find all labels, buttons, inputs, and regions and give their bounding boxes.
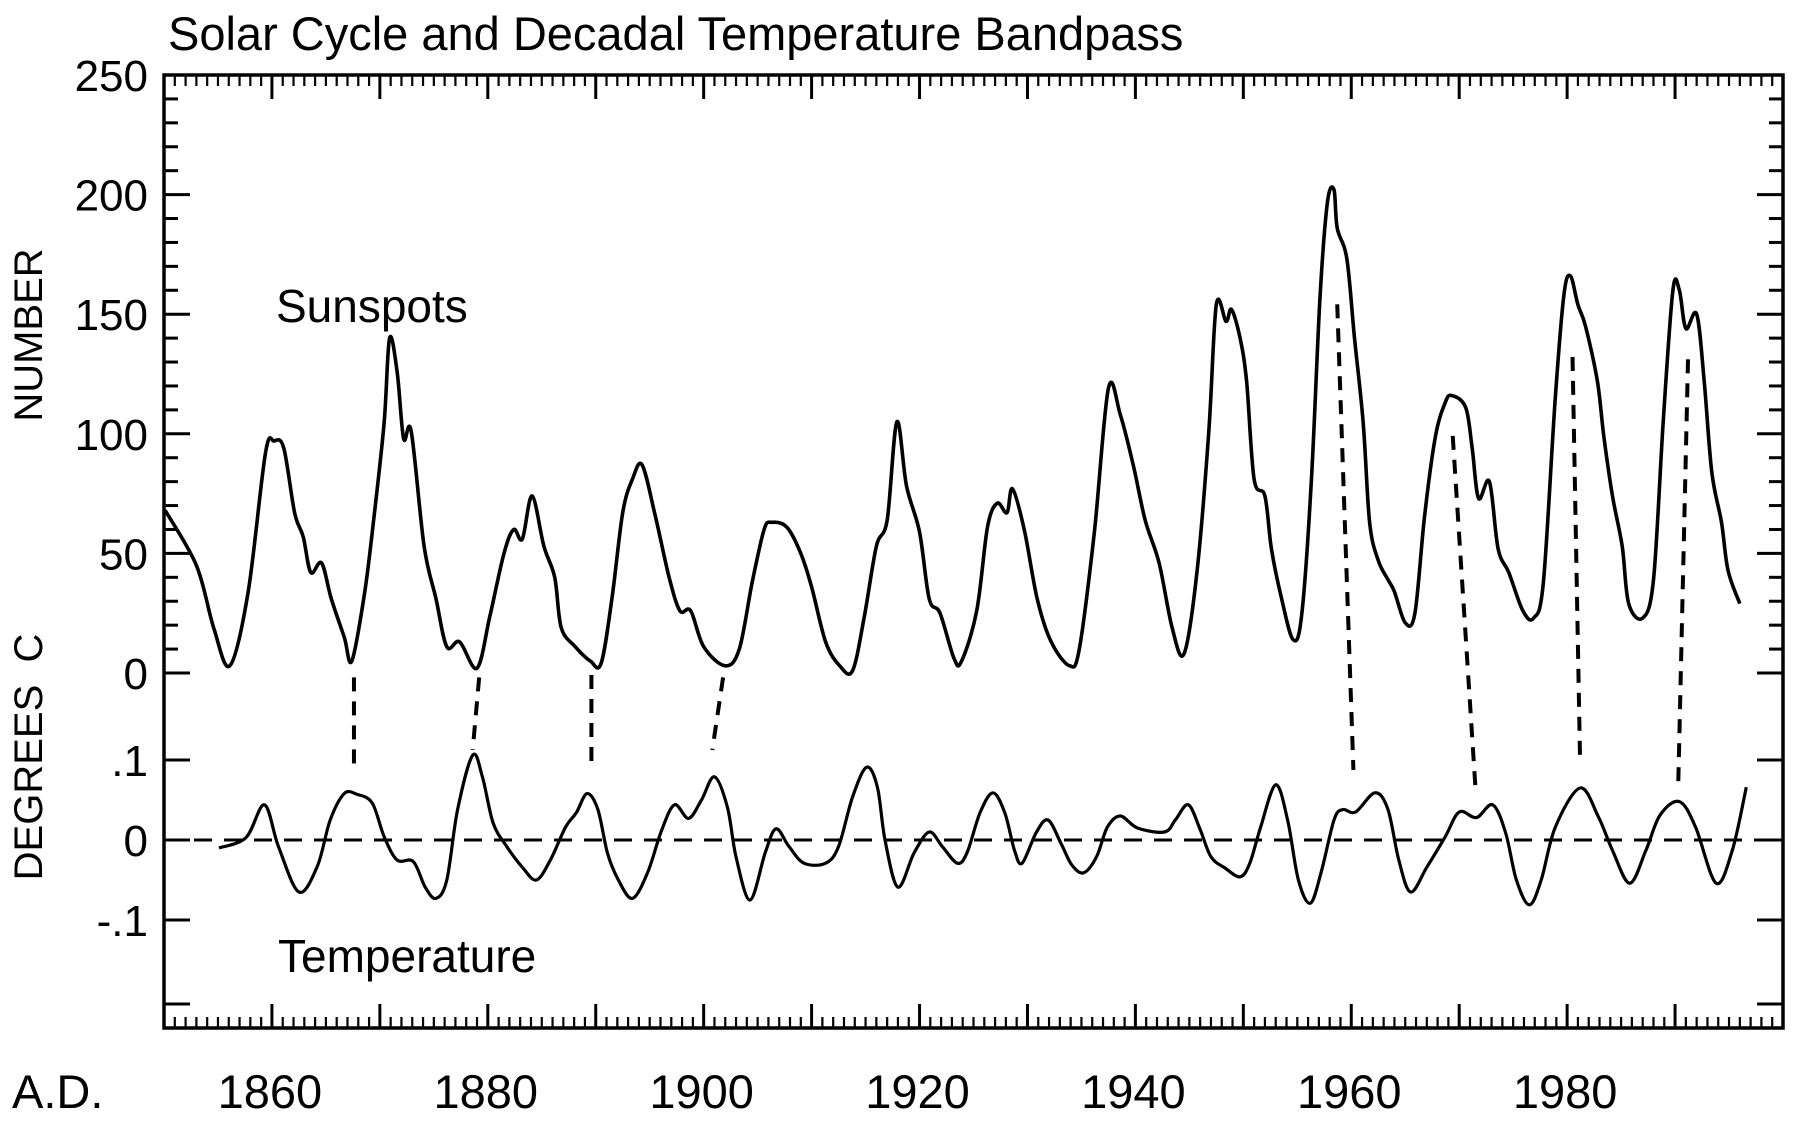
y-axis-label-degrees: DEGREES C — [7, 634, 51, 881]
axis-labels: NUMBER DEGREES C A.D. 0 50 100 150 200 250 .1 0… — [7, 52, 1617, 1118]
y-tick-label-sunspot: 200 — [75, 172, 148, 221]
y-tick-label-sunspot: 0 — [124, 650, 148, 699]
y-tick-label-sunspot: 100 — [75, 411, 148, 460]
y-tick-label-sunspot: 250 — [75, 52, 148, 101]
y-axis-label-number: NUMBER — [7, 248, 51, 421]
series-layer — [163, 185, 1783, 907]
axis-ticks — [164, 75, 1783, 1028]
annotation-temperature: Temperature — [278, 930, 536, 982]
connector-dashed-line — [710, 677, 726, 751]
y-tick-label-sunspot: 150 — [75, 291, 148, 340]
y-tick-label-temperature: 0 — [124, 817, 148, 866]
x-tick-label: 1960 — [1297, 1065, 1402, 1118]
x-tick-label: 1860 — [218, 1065, 323, 1118]
series-temperature — [218, 752, 1748, 907]
connector-dashed-line — [1335, 304, 1356, 771]
connector-dashed-line — [1570, 356, 1583, 763]
series-sunspots — [163, 185, 1742, 676]
x-tick-label: 1900 — [649, 1065, 754, 1118]
y-tick-label-temperature: -.1 — [97, 897, 148, 946]
connector-dashed-line — [470, 677, 482, 751]
x-tick-label: 1880 — [434, 1065, 539, 1118]
x-tick-label: 1920 — [865, 1065, 970, 1118]
connector-dashed-line — [1676, 359, 1691, 783]
x-tick-label: 1980 — [1513, 1065, 1618, 1118]
annotation-sunspots: Sunspots — [276, 280, 468, 332]
chart-title: Solar Cycle and Decadal Temperature Band… — [168, 7, 1183, 60]
x-tick-label: 1940 — [1081, 1065, 1186, 1118]
x-axis-label: A.D. — [12, 1065, 103, 1118]
y-tick-label-sunspot: 50 — [99, 530, 148, 579]
annotations: Sunspots Temperature — [276, 280, 536, 982]
connector-dashed-line — [1450, 435, 1478, 787]
y-tick-label-temperature: .1 — [111, 737, 148, 786]
